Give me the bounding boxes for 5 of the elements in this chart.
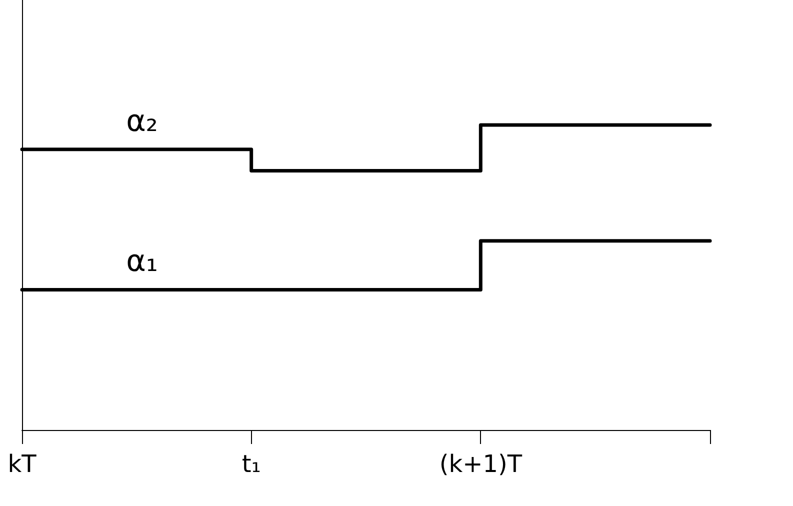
x-tick-label: kT <box>8 450 37 478</box>
series-label: α₁ <box>126 244 158 280</box>
series-label: α₂ <box>126 104 158 139</box>
x-tick-label: (k+1)T <box>439 450 522 478</box>
x-tick-label: t₁ <box>242 450 261 478</box>
